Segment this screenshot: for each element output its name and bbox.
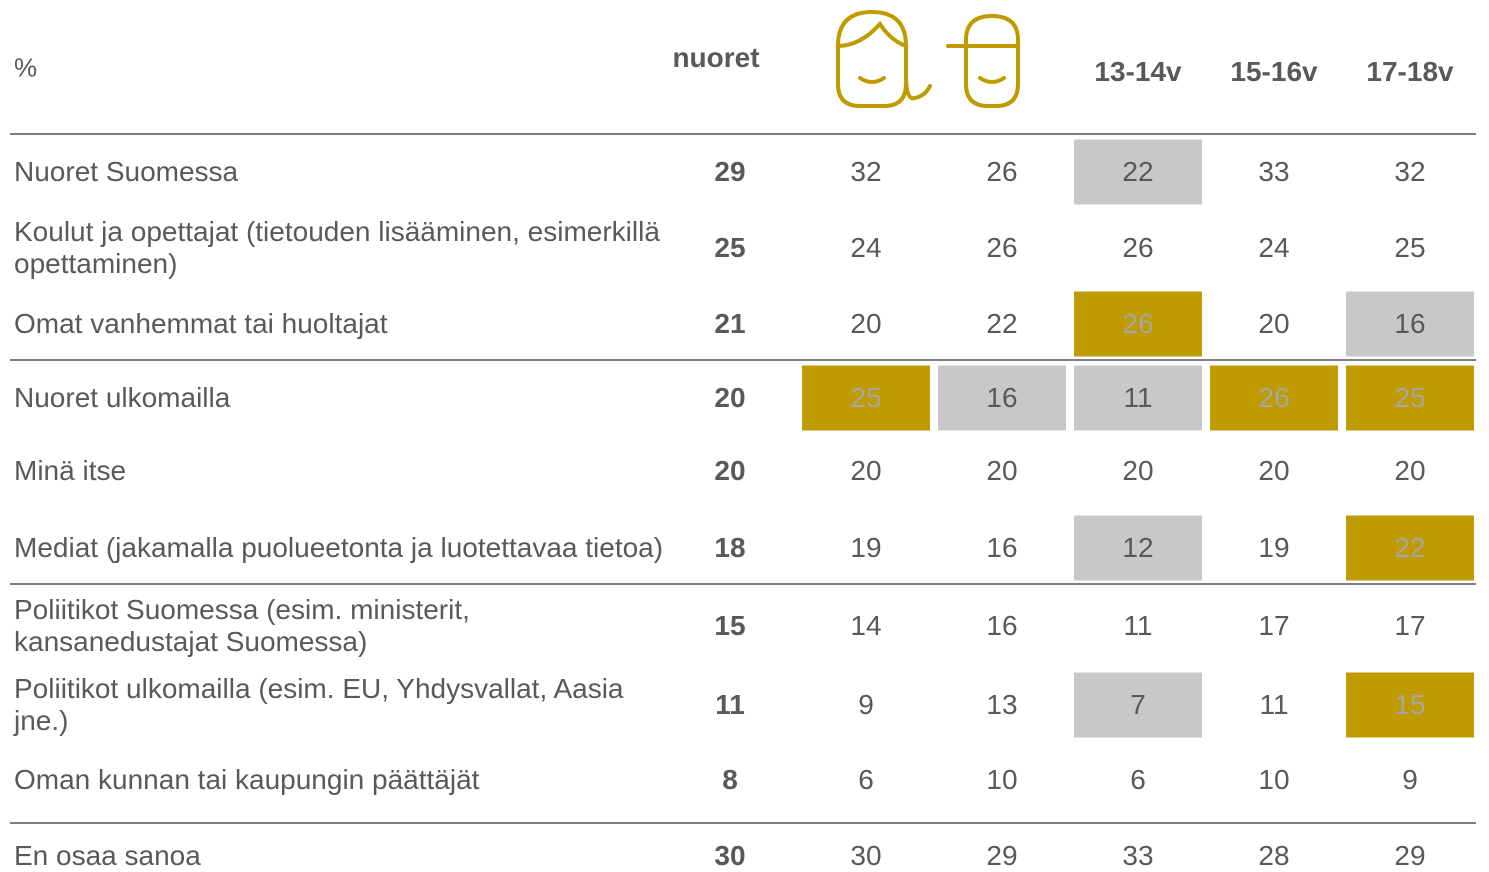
divider (10, 822, 1476, 824)
value-cell: 20 (850, 455, 882, 486)
row-label: Minä itse (14, 455, 127, 486)
total-cell: 8 (722, 764, 738, 795)
value-cell: 13 (986, 689, 1018, 720)
value-cell: 25 (850, 382, 882, 413)
row-label: Oman kunnan tai kaupungin päättäjät (14, 764, 480, 795)
divider (10, 583, 1476, 585)
value-cell: 26 (986, 232, 1018, 263)
highlight (1074, 139, 1202, 205)
value-cell: 20 (1258, 308, 1290, 339)
value-cell: 29 (1394, 840, 1426, 871)
value-cell: 6 (858, 764, 874, 795)
highlight (1346, 672, 1474, 738)
value-cell: 33 (1258, 156, 1290, 187)
value-cell: 26 (986, 156, 1018, 187)
value-cell: 16 (1394, 308, 1426, 339)
value-cell: 9 (1402, 764, 1418, 795)
highlight (1074, 365, 1202, 431)
value-cell: 11 (1123, 382, 1153, 413)
value-cell: 15 (1394, 689, 1426, 720)
total-cell: 11 (715, 689, 745, 720)
value-cell: 11 (1123, 610, 1153, 641)
value-cell: 19 (850, 532, 882, 563)
highlight (1074, 515, 1202, 581)
value-cell: 12 (1122, 532, 1154, 563)
total-cell: 25 (714, 232, 746, 263)
value-cell: 20 (1394, 455, 1426, 486)
highlight (1210, 365, 1338, 431)
row-label: Mediat (jakamalla puolueetonta ja luotet… (14, 532, 664, 563)
divider (10, 359, 1476, 361)
total-cell: 18 (714, 532, 746, 563)
value-cell: 22 (1394, 532, 1426, 563)
highlight (1346, 291, 1474, 357)
header-cell: nuoret (672, 42, 760, 73)
value-cell: 11 (1259, 689, 1289, 720)
row-label: Omat vanhemmat tai huoltajat (14, 308, 388, 339)
row-label: Koulut ja opettajat (tietouden lisäämine… (14, 216, 660, 279)
value-cell: 10 (1258, 764, 1290, 795)
highlight (1074, 291, 1202, 357)
value-cell: 20 (1122, 455, 1154, 486)
value-cell: 10 (986, 764, 1018, 795)
value-cell: 16 (986, 610, 1018, 641)
value-cell: 7 (1130, 689, 1146, 720)
row-label: Poliitikot ulkomailla (esim. EU, Yhdysva… (14, 673, 624, 736)
value-cell: 22 (1122, 156, 1154, 187)
row-label: En osaa sanoa (14, 840, 201, 871)
value-cell: 29 (986, 840, 1018, 871)
highlight (1074, 672, 1202, 738)
value-cell: 33 (1122, 840, 1154, 871)
value-cell: 16 (986, 382, 1018, 413)
value-cell: 17 (1258, 610, 1290, 641)
total-cell: 15 (714, 610, 746, 641)
header-cell: 15-16v (1230, 56, 1318, 87)
total-cell: 20 (714, 455, 746, 486)
value-cell: 26 (1258, 382, 1290, 413)
header-cell: 17-18v (1366, 56, 1454, 87)
value-cell: 20 (1258, 455, 1290, 486)
highlight (938, 365, 1066, 431)
row-label: Nuoret Suomessa (14, 156, 239, 187)
value-cell: 25 (1394, 232, 1426, 263)
value-cell: 9 (858, 689, 874, 720)
total-cell: 30 (714, 840, 746, 871)
header-cell: 13-14v (1094, 56, 1182, 87)
value-cell: 25 (1394, 382, 1426, 413)
value-cell: 32 (850, 156, 882, 187)
highlight (802, 365, 930, 431)
value-cell: 26 (1122, 232, 1154, 263)
divider (10, 133, 1476, 135)
value-cell: 20 (986, 455, 1018, 486)
value-cell: 6 (1130, 764, 1146, 795)
total-cell: 29 (714, 156, 746, 187)
highlight (1346, 365, 1474, 431)
value-cell: 24 (850, 232, 882, 263)
row-label: Nuoret ulkomailla (14, 382, 231, 413)
value-cell: 17 (1394, 610, 1426, 641)
value-cell: 14 (850, 610, 882, 641)
highlight (1346, 515, 1474, 581)
value-cell: 20 (850, 308, 882, 339)
value-cell: 26 (1122, 308, 1154, 339)
row-label: Poliitikot Suomessa (esim. ministerit, k… (14, 594, 470, 657)
value-cell: 19 (1258, 532, 1290, 563)
total-cell: 20 (714, 382, 746, 413)
value-cell: 28 (1258, 840, 1290, 871)
gender-icons (836, 9, 1020, 108)
value-cell: 16 (986, 532, 1018, 563)
unit-label: % (14, 52, 38, 83)
value-cell: 22 (986, 308, 1018, 339)
total-cell: 21 (714, 308, 746, 339)
value-cell: 24 (1258, 232, 1290, 263)
value-cell: 30 (850, 840, 882, 871)
value-cell: 32 (1394, 156, 1426, 187)
